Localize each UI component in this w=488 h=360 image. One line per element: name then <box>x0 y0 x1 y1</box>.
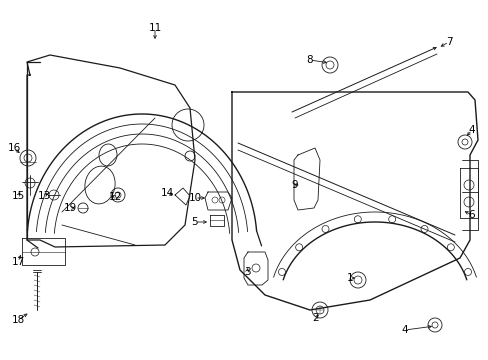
Text: 17: 17 <box>11 257 24 267</box>
Text: 13: 13 <box>37 191 51 201</box>
Text: 12: 12 <box>108 192 122 202</box>
Text: 6: 6 <box>468 210 474 220</box>
Text: 19: 19 <box>63 203 77 213</box>
Text: 15: 15 <box>11 191 24 201</box>
Text: 4: 4 <box>468 125 474 135</box>
Text: 4: 4 <box>401 325 407 335</box>
Text: 16: 16 <box>7 143 20 153</box>
Text: 2: 2 <box>312 313 319 323</box>
Text: 3: 3 <box>243 267 250 277</box>
Text: 11: 11 <box>148 23 162 33</box>
Text: 18: 18 <box>11 315 24 325</box>
Text: 10: 10 <box>188 193 201 203</box>
Text: 9: 9 <box>291 180 298 190</box>
Text: 5: 5 <box>191 217 198 227</box>
Text: 7: 7 <box>445 37 451 47</box>
Text: 1: 1 <box>346 273 353 283</box>
Text: 14: 14 <box>160 188 173 198</box>
Text: 8: 8 <box>306 55 313 65</box>
